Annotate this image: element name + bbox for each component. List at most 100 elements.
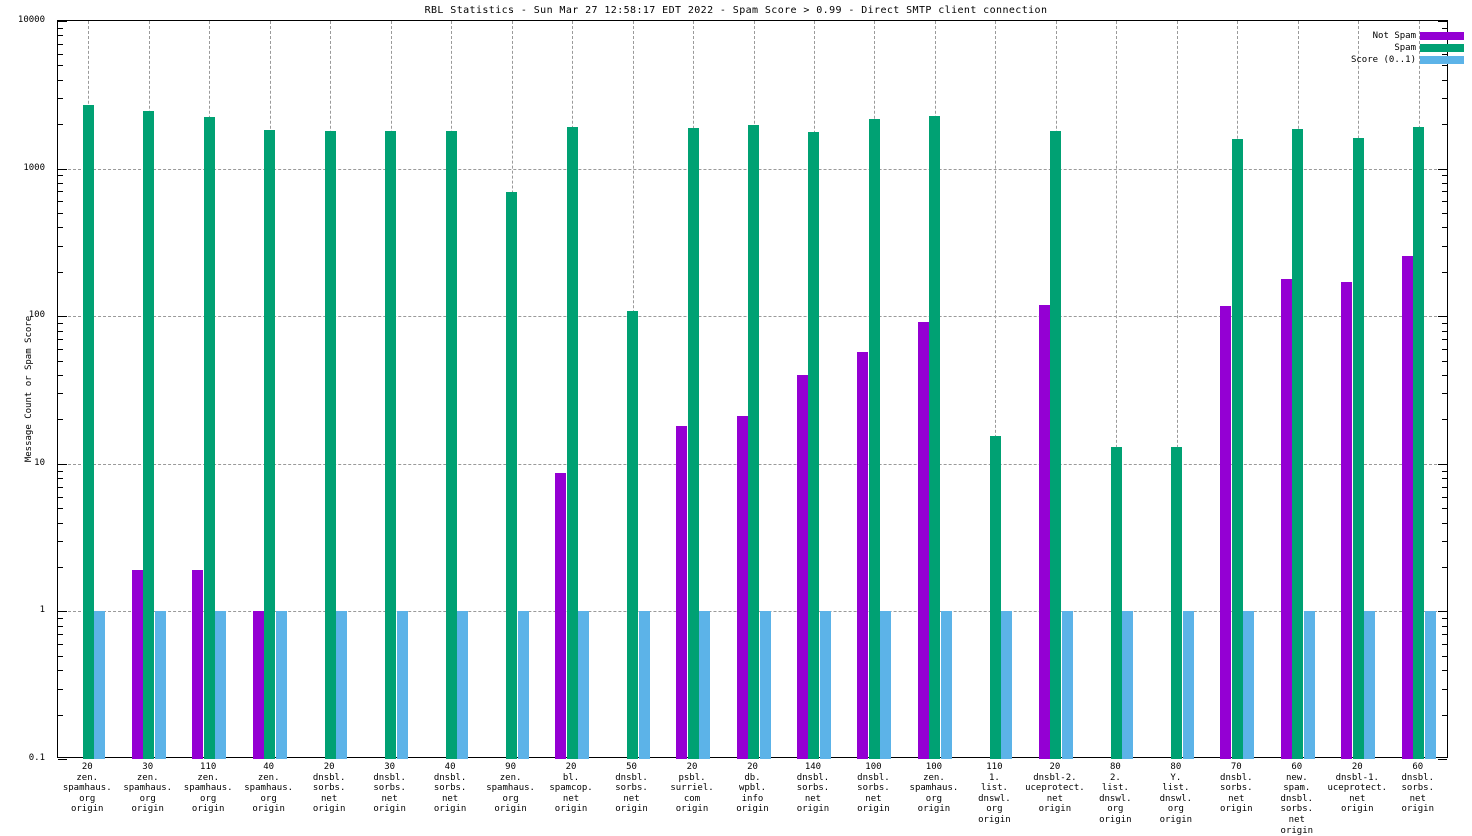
x-axis-tick-label: 40 dnsbl. sorbs. net origin [433,762,467,815]
bar-not-spam [676,426,688,759]
y-axis-tick-minor [1442,618,1447,620]
y-axis-tick-minor [1442,98,1447,100]
x-axis-tick-label: 100 dnsbl. sorbs. net origin [857,762,890,815]
y-axis-tick-minor [58,470,63,472]
y-axis-tick-minor [58,339,63,341]
y-axis-tick-label: 10000 [17,15,45,25]
y-axis-tick-major [1438,21,1447,22]
y-axis-label-holder: Message Count or Spam Score [0,20,34,758]
y-axis-tick-minor [58,655,63,657]
x-axis-tick-label: 70 dnsbl. sorbs. net origin [1220,762,1253,815]
y-axis-tick-minor [1442,688,1447,690]
y-axis-tick-minor [1442,625,1447,627]
bar-score [1182,611,1194,759]
bar-score [940,611,952,759]
y-axis-tick-minor [1442,348,1447,350]
y-axis-tick-minor [58,227,63,229]
y-axis-tick-minor [1442,245,1447,247]
legend-label: Score (0..1) [1350,54,1416,65]
bar-not-spam [192,570,204,759]
y-axis-tick-minor [1442,271,1447,273]
x-axis-tick-label: 20 db. wpbl. info origin [736,762,769,815]
x-axis-tick-label: 20 bl. spamcop. net origin [549,762,593,815]
bar-score [819,611,831,759]
y-axis-tick-minor [1442,486,1447,488]
bar-spam [506,192,518,759]
y-axis-tick-minor [1442,522,1447,524]
bar-spam [143,111,155,759]
x-axis-tick-label: 20 psbl. surriel. com origin [670,762,714,815]
y-axis-tick-minor [58,634,63,636]
y-axis-tick-minor [1442,419,1447,421]
bar-score [517,611,529,759]
bar-spam [1231,139,1243,759]
y-axis-tick-major [58,168,67,170]
bar-spam [1292,128,1304,759]
y-axis-tick-minor [58,625,63,627]
x-axis-tick-label: 110 1. list. dnswl. org origin [978,762,1011,825]
y-axis-tick-minor [1442,374,1447,376]
bar-not-spam [1220,306,1232,759]
y-axis-tick-minor [58,65,63,67]
x-axis-tick-label: 20 zen. spamhaus. org origin [62,762,112,815]
y-axis-tick-minor [58,330,63,332]
y-axis-tick-minor [58,688,63,690]
bar-spam [82,104,94,759]
bar-spam [1050,130,1062,759]
y-axis-tick-minor [58,35,63,37]
y-axis-tick-minor [1442,714,1447,716]
y-axis-tick-minor [58,670,63,672]
bar-not-spam [917,321,929,759]
y-axis-tick-minor [1442,213,1447,215]
bar-score [1424,611,1436,759]
bar-score [275,611,287,759]
legend-label: Spam [1394,42,1416,53]
y-axis-tick-minor [58,27,63,29]
y-axis-tick-major [1438,463,1447,465]
y-axis-tick-minor [58,271,63,273]
legend-item: Not Spam [1351,30,1464,41]
bar-not-spam [1038,304,1050,759]
bar-score [154,611,166,759]
x-axis-tick-label: 50 dnsbl. sorbs. net origin [615,762,648,815]
bar-score [1303,611,1315,759]
y-axis-tick-minor [58,182,63,184]
bar-not-spam [1341,282,1353,759]
bar-spam [1413,127,1425,759]
x-axis-tick-label: 20 dnsbl. sorbs. net origin [312,762,346,815]
y-axis-tick-minor [1442,330,1447,332]
y-axis-tick-minor [1442,65,1447,67]
bar-spam [264,129,276,759]
y-axis-tick-major [58,21,67,22]
bar-score [94,611,106,759]
bar-score [1364,611,1376,759]
x-axis-tick-label: 30 zen. spamhaus. org origin [123,762,173,815]
bar-score [1243,611,1255,759]
y-axis-tick-minor [58,419,63,421]
bar-score [1001,611,1013,759]
x-axis-tick-label: 90 zen. spamhaus. org origin [486,762,535,815]
y-axis-tick-label: 0.1 [28,753,45,763]
y-axis-tick-minor [1442,478,1447,480]
bar-not-spam [555,472,567,759]
y-axis-tick-minor [1442,53,1447,55]
y-axis-tick-minor [58,43,63,45]
bar-not-spam [1401,256,1413,759]
y-axis-tick-minor [1442,508,1447,510]
bar-spam [203,117,215,759]
y-axis-tick-minor [58,53,63,55]
bar-spam [627,311,639,759]
legend-item: Spam [1351,42,1464,53]
y-axis-tick-minor [58,98,63,100]
bar-spam [989,435,1001,759]
y-axis-tick-minor [58,360,63,362]
y-axis-tick-major [1438,759,1447,760]
y-axis-tick-minor [58,496,63,498]
x-axis-tick-label: 140 dnsbl. sorbs. net origin [796,762,830,815]
y-axis-tick-minor [1442,27,1447,29]
bar-score [638,611,650,759]
y-axis-tick-minor [58,714,63,716]
y-axis-tick-minor [58,478,63,480]
y-axis-tick-major [1438,611,1447,613]
bar-spam [1110,446,1122,759]
